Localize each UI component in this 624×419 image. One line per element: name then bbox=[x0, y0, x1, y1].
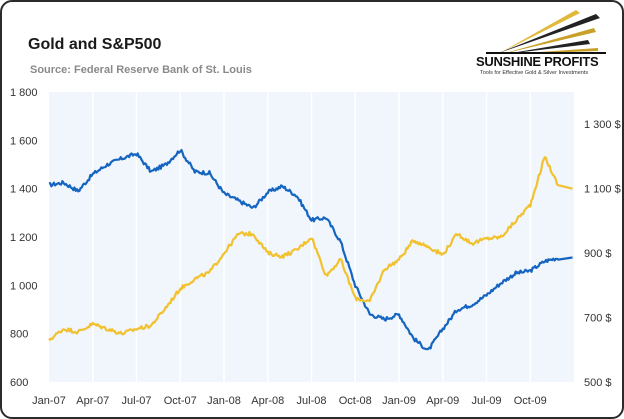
x-axis-ticks: Jan-07 Apr-07 Jul-07 Oct-07 Jan-08 Apr-08 Jul-… bbox=[32, 395, 547, 407]
x-tick-label: Oct-09 bbox=[514, 395, 547, 407]
left-tick-label: 1 600 bbox=[10, 135, 38, 147]
left-tick-label: 1 800 bbox=[10, 87, 38, 99]
left-tick-label: 600 bbox=[10, 377, 28, 389]
left-axis-ticks: 600 800 1 000 1 200 1 400 1 600 1 800 bbox=[10, 87, 38, 389]
x-tick-label: Jan-07 bbox=[32, 395, 66, 407]
chart-title: Gold and S&P500 bbox=[28, 36, 162, 53]
x-tick-label: Jul-08 bbox=[297, 395, 327, 407]
x-tick-label: Jan-09 bbox=[382, 395, 416, 407]
x-tick-label: Jan-08 bbox=[207, 395, 241, 407]
sp500-series-line bbox=[48, 149, 573, 351]
left-tick-label: 1 000 bbox=[10, 280, 38, 292]
left-tick-label: 800 bbox=[10, 329, 28, 341]
logo-name: SUNSHINE PROFITS bbox=[476, 54, 599, 69]
x-tick-label: Apr-09 bbox=[426, 395, 459, 407]
left-tick-label: 1 400 bbox=[10, 184, 38, 196]
grid-lines bbox=[92, 92, 531, 382]
right-tick-label: 500 $ bbox=[584, 377, 612, 389]
left-tick-label: 1 200 bbox=[10, 232, 38, 244]
x-tick-label: Apr-07 bbox=[76, 395, 109, 407]
x-tick-label: Oct-07 bbox=[164, 395, 197, 407]
x-tick-label: Jul-07 bbox=[122, 395, 152, 407]
x-tick-label: Oct-08 bbox=[339, 395, 372, 407]
sunshine-profits-logo: SUNSHINE PROFITS Tools for Effective Gol… bbox=[476, 10, 616, 84]
right-tick-label: 900 $ bbox=[584, 248, 612, 260]
x-tick-label: Apr-08 bbox=[251, 395, 284, 407]
right-axis-ticks: 500 $ 700 $ 900 $ 1 100 $ 1 300 $ bbox=[584, 119, 621, 389]
gold-series-line bbox=[48, 156, 573, 341]
right-tick-label: 1 100 $ bbox=[584, 184, 621, 196]
right-tick-label: 1 300 $ bbox=[584, 119, 621, 131]
series-lines bbox=[48, 149, 573, 351]
chart-subtitle: Source: Federal Reserve Bank of St. Loui… bbox=[30, 64, 252, 76]
logo-tagline: Tools for Effective Gold & Silver Invest… bbox=[480, 70, 589, 76]
sun-rays-icon bbox=[486, 10, 606, 54]
x-tick-label: Jul-09 bbox=[472, 395, 502, 407]
right-tick-label: 700 $ bbox=[584, 313, 612, 325]
